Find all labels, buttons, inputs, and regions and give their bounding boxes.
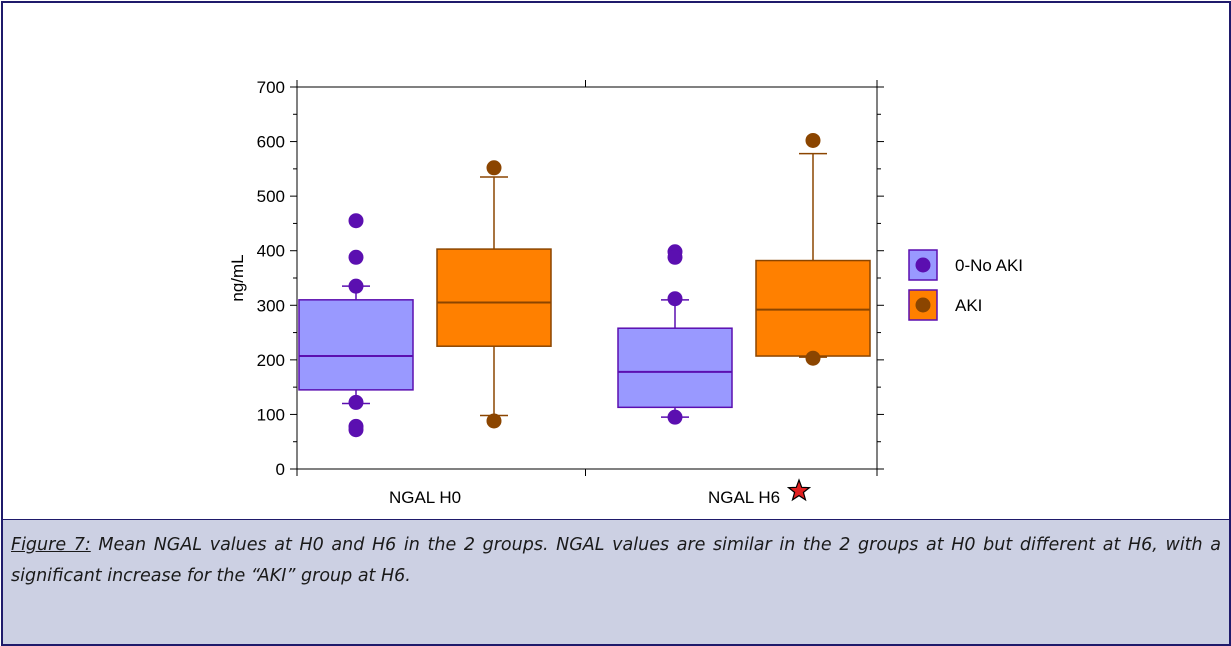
y-tick-label: 400 — [257, 242, 285, 261]
outlier-point — [805, 350, 821, 366]
figure-caption: Figure 7: Mean NGAL values at H0 and H6 … — [11, 530, 1221, 592]
legend-label: 0-No AKI — [955, 256, 1023, 275]
y-tick-label: 700 — [257, 78, 285, 97]
outlier-point — [486, 413, 502, 429]
outlier-point — [667, 409, 683, 425]
x-category-label: NGAL H0 — [389, 488, 461, 507]
box-group — [298, 213, 414, 438]
y-tick-label: 200 — [257, 351, 285, 370]
legend-marker — [915, 297, 931, 313]
outlier-point — [348, 249, 364, 265]
chart-area: 0 100 200 300 400 500 600 700 ng/mL NGAL H0 NGAL H… — [3, 3, 1229, 519]
outlier-point — [348, 394, 364, 410]
y-axis-label: ng/mL — [228, 254, 247, 301]
iqr-box — [436, 248, 552, 347]
y-tick-label: 300 — [257, 296, 285, 315]
box-group — [755, 132, 871, 366]
legend-item: AKI — [908, 289, 982, 321]
y-tick-label: 500 — [257, 187, 285, 206]
caption-label: Figure 7: — [11, 535, 91, 555]
legend-item: 0-No AKI — [908, 249, 1023, 281]
legend-marker — [915, 257, 931, 273]
legend-label: AKI — [955, 296, 982, 315]
box-plot-chart: 0 100 200 300 400 500 600 700 ng/mL NGAL H0 NGAL H… — [228, 78, 1023, 507]
box-group — [436, 160, 552, 429]
y-tick-label: 100 — [257, 405, 285, 424]
legend-swatch — [908, 249, 938, 281]
caption-body: Mean NGAL values at H0 and H6 in the 2 g… — [11, 535, 1221, 586]
iqr-box — [298, 299, 414, 391]
outlier-point — [667, 249, 683, 265]
iqr-box — [617, 327, 733, 409]
outlier-point — [348, 278, 364, 294]
x-category-label: NGAL H6 — [708, 488, 780, 507]
y-tick-label: 0 — [276, 460, 285, 479]
outlier-point — [667, 291, 683, 307]
outlier-point — [486, 160, 502, 176]
box-group — [617, 244, 733, 425]
iqr-box — [755, 259, 871, 357]
outlier-point — [805, 132, 821, 148]
outlier-point — [348, 213, 364, 229]
significance-star-icon — [786, 478, 812, 502]
caption-bar: Figure 7: Mean NGAL values at H0 and H6 … — [3, 519, 1229, 644]
outlier-point — [348, 422, 364, 438]
y-tick-label: 600 — [257, 133, 285, 152]
